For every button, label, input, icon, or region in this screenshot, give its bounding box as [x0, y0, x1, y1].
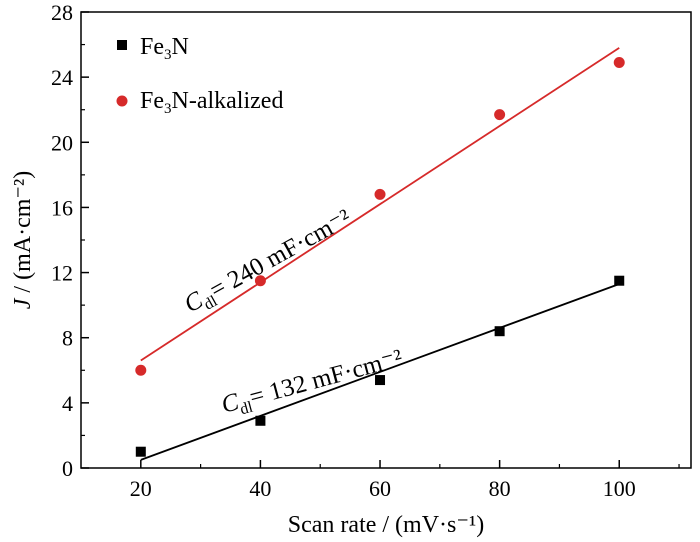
y-tick-label: 12: [51, 261, 73, 286]
fit-line: [140, 283, 620, 461]
data-point: [135, 364, 147, 376]
fit-line: [140, 47, 620, 362]
y-tick-label: 24: [51, 65, 73, 90]
x-tick-label: 40: [249, 476, 271, 501]
y-axis-title-symbol: J: [10, 297, 36, 309]
data-point: [494, 109, 506, 121]
data-point: [135, 446, 146, 457]
legend-label-alk-sub: 3: [164, 101, 172, 117]
annotation-fe3n-sub: dl: [238, 399, 255, 419]
legend-label-alk-rest: N-alkalized: [172, 88, 284, 114]
legend-label-fe3n: Fe3N: [140, 34, 189, 63]
data-point: [254, 275, 266, 287]
data-point: [375, 375, 386, 386]
annotation-fe3n-c: C: [219, 388, 242, 418]
y-tick-label: 16: [51, 195, 73, 220]
data-point: [613, 56, 625, 68]
legend-label-fe3n-rest: N: [172, 34, 189, 60]
legend-label-fe3n-sub: 3: [164, 47, 172, 63]
data-point: [494, 326, 505, 337]
data-points: [135, 56, 625, 457]
legend-marker-fe3n-alkalized: [116, 95, 128, 107]
data-point: [255, 415, 266, 426]
annotation-cdl-alkalized: Cdl= 240 mF·cm⁻²: [180, 204, 358, 321]
y-tick-label: 20: [51, 130, 73, 155]
data-point: [614, 275, 625, 286]
x-tick-label: 80: [489, 476, 511, 501]
data-point: [374, 188, 386, 200]
x-tick-label: 60: [369, 476, 391, 501]
legend-label-alk-base: Fe: [140, 88, 164, 114]
y-axis-title: J / (mA·cm⁻²): [10, 171, 36, 309]
x-tick-label: 20: [130, 476, 152, 501]
y-tick-label: 28: [51, 0, 73, 25]
legend-label-fe3n-alkalized: Fe3N-alkalized: [140, 88, 283, 117]
annotation-alk-rest: = 240 mF·cm⁻²: [205, 204, 355, 304]
legend-marker-fe3n: [117, 40, 127, 50]
plot-frame: [80, 11, 692, 469]
legend: Fe3N Fe3N-alkalized: [116, 34, 283, 117]
x-axis-title: Scan rate / (mV·s⁻¹): [288, 512, 484, 538]
y-tick-label: 0: [62, 456, 73, 481]
legend-label-fe3n-base: Fe: [140, 34, 164, 60]
y-axis-title-unit: / (mA·cm⁻²): [10, 171, 36, 299]
y-tick-label: 8: [62, 326, 73, 351]
y-tick-label: 4: [62, 391, 73, 416]
fit-lines: [140, 47, 620, 461]
x-tick-label: 100: [603, 476, 636, 501]
axes: 20 40 60 80 100 0 4 8 12 16 20 24 28: [51, 0, 680, 501]
